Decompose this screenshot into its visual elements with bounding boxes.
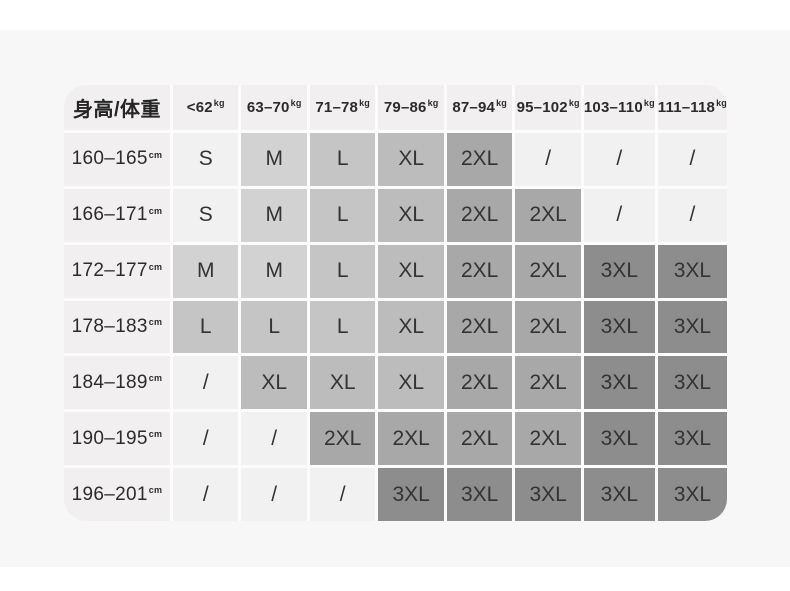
size-cell: 3XL: [583, 300, 655, 354]
weight-header-cell: 95–102 kg: [515, 85, 581, 130]
size-cell: /: [309, 468, 376, 521]
size-cell: 2XL: [446, 300, 513, 354]
weight-range-label: 79–86: [383, 99, 427, 116]
size-cell: XL: [378, 244, 444, 298]
size-cell: L: [309, 133, 376, 186]
height-range-label: 166–171: [71, 204, 148, 226]
size-cell: 3XL: [657, 412, 727, 466]
size-cell: 3XL: [583, 412, 655, 466]
height-label-cell: 190–195 cm: [64, 412, 170, 466]
weight-range-label: 111–118: [657, 99, 716, 116]
weight-range-label: <62: [186, 99, 213, 116]
height-range-label: 178–183: [71, 315, 148, 337]
size-cell: 2XL: [446, 412, 513, 466]
size-cell: 3XL: [657, 356, 727, 410]
size-cell: 3XL: [583, 468, 655, 521]
size-cell: 3XL: [657, 468, 727, 521]
size-cell: L: [241, 300, 307, 354]
size-cell: XL: [378, 188, 444, 242]
size-cell: XL: [378, 133, 444, 186]
size-cell: /: [241, 412, 307, 466]
size-cell: M: [241, 188, 307, 242]
weight-header-cell: 87–94 kg: [446, 85, 513, 130]
size-cell: /: [173, 356, 239, 410]
size-cell: 2XL: [446, 133, 513, 186]
size-cell: 3XL: [446, 468, 513, 521]
size-cell: 2XL: [446, 244, 513, 298]
corner-header-cell: 身高/体重: [64, 85, 170, 130]
size-cell: L: [309, 188, 376, 242]
height-range-label: 190–195: [71, 427, 148, 449]
size-cell: M: [241, 244, 307, 298]
size-cell: /: [583, 188, 655, 242]
size-cell: 2XL: [378, 412, 444, 466]
size-cell: 2XL: [515, 412, 581, 466]
weight-range-label: 87–94: [452, 99, 496, 116]
size-cell: 2XL: [309, 412, 376, 466]
size-cell: /: [173, 412, 239, 466]
height-range-label: 184–189: [71, 371, 148, 393]
height-range-label: 160–165: [71, 148, 148, 170]
size-cell: /: [583, 133, 655, 186]
size-cell: 3XL: [583, 356, 655, 410]
height-label-cell: 160–165 cm: [64, 133, 170, 186]
size-cell: /: [515, 133, 581, 186]
size-cell: S: [173, 133, 239, 186]
weight-header-cell: 71–78 kg: [309, 85, 376, 130]
height-label-cell: 178–183 cm: [64, 300, 170, 354]
weight-range-label: 95–102: [516, 99, 568, 116]
size-cell: 3XL: [515, 468, 581, 521]
height-range-label: 196–201: [71, 483, 148, 505]
height-label-cell: 184–189 cm: [64, 356, 170, 410]
size-cell: L: [173, 300, 239, 354]
weight-range-label: 71–78: [315, 99, 359, 116]
size-cell: L: [309, 244, 376, 298]
size-cell: 3XL: [657, 244, 727, 298]
size-cell: 2XL: [446, 356, 513, 410]
size-cell: 2XL: [515, 300, 581, 354]
size-cell: 3XL: [583, 244, 655, 298]
size-cell: S: [173, 188, 239, 242]
size-cell: XL: [378, 356, 444, 410]
weight-header-cell: 63–70 kg: [241, 85, 307, 130]
height-label-cell: 166–171 cm: [64, 188, 170, 242]
weight-header-cell: 111–118 kg: [657, 85, 727, 130]
size-cell: 3XL: [378, 468, 444, 521]
size-cell: 2XL: [515, 356, 581, 410]
size-cell: /: [241, 468, 307, 521]
size-cell: L: [309, 300, 376, 354]
size-cell: 2XL: [515, 244, 581, 298]
weight-range-label: 63–70: [246, 99, 290, 116]
size-cell: /: [657, 188, 727, 242]
size-cell: /: [657, 133, 727, 186]
weight-header-cell: <62 kg: [173, 85, 239, 130]
height-label-cell: 196–201 cm: [64, 468, 170, 521]
size-cell: 3XL: [657, 300, 727, 354]
size-cell: M: [241, 133, 307, 186]
weight-header-cell: 79–86 kg: [378, 85, 444, 130]
size-cell: 2XL: [446, 188, 513, 242]
size-cell: XL: [309, 356, 376, 410]
size-cell: M: [173, 244, 239, 298]
weight-range-label: 103–110: [583, 99, 643, 116]
weight-header-cell: 103–110 kg: [583, 85, 655, 130]
height-range-label: 172–177: [71, 260, 148, 282]
size-cell: XL: [378, 300, 444, 354]
size-chart-table: 身高/体重 <62 kg 63–70 kg 71–78 kg 79–86 kg 87–94 kg 95…: [64, 85, 727, 521]
size-cell: /: [173, 468, 239, 521]
size-cell: 2XL: [515, 188, 581, 242]
size-cell: XL: [241, 356, 307, 410]
height-label-cell: 172–177 cm: [64, 244, 170, 298]
